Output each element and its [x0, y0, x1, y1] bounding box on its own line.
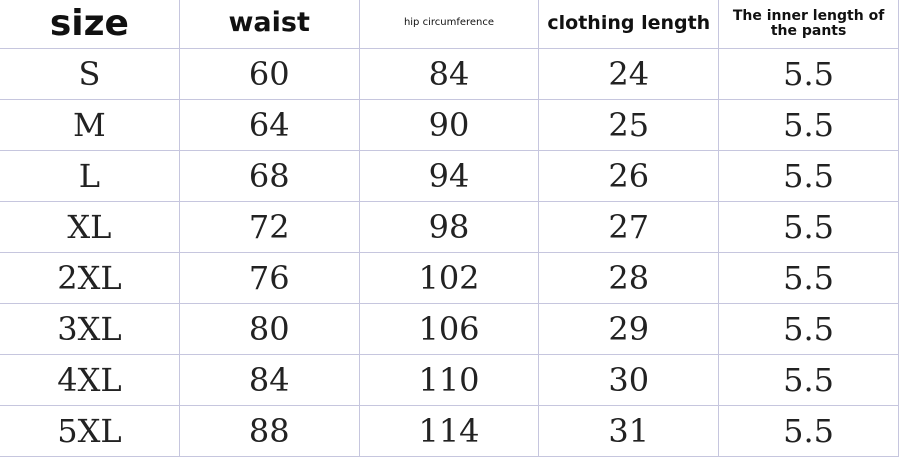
table-cell: 5.5 [718, 405, 899, 457]
header-hip: hip circumference [358, 0, 540, 49]
table-cell: 5.5 [718, 150, 899, 202]
table-cell: 28 [538, 252, 720, 304]
table-cell: 26 [538, 150, 720, 202]
header-size: size [0, 0, 180, 49]
table-cell: 60 [178, 48, 360, 100]
table-cell: 3XL [0, 303, 180, 355]
table-row: S 60 84 24 5.5 [0, 48, 899, 100]
table-row: M 64 90 25 5.5 [0, 99, 899, 151]
table-cell: 29 [538, 303, 720, 355]
table-cell: 5.5 [718, 48, 899, 100]
table-cell: 76 [178, 252, 360, 304]
header-row: size waist hip circumference clothing le… [0, 0, 899, 49]
table-cell: 5.5 [718, 354, 899, 406]
table-cell: 4XL [0, 354, 180, 406]
table-cell: 25 [538, 99, 720, 151]
table-cell: 5.5 [718, 201, 899, 253]
table-cell: 98 [358, 201, 540, 253]
table-cell: 5XL [0, 405, 180, 457]
table-cell: 88 [178, 405, 360, 457]
table-cell: 102 [358, 252, 540, 304]
header-inner-length: The inner length of the pants [718, 0, 899, 49]
table-cell: 2XL [0, 252, 180, 304]
table-cell: 94 [358, 150, 540, 202]
table-row: XL 72 98 27 5.5 [0, 201, 899, 253]
table-row: L 68 94 26 5.5 [0, 150, 899, 202]
table-cell: 5.5 [718, 303, 899, 355]
table-cell: 5.5 [718, 252, 899, 304]
table-row: 4XL 84 110 30 5.5 [0, 354, 899, 406]
table-cell: 27 [538, 201, 720, 253]
table-cell: M [0, 99, 180, 151]
table-cell: 114 [358, 405, 540, 457]
header-clothing-length: clothing length [538, 0, 720, 49]
table-cell: 68 [178, 150, 360, 202]
header-waist: waist [178, 0, 360, 49]
table-cell: 30 [538, 354, 720, 406]
table-row: 5XL 88 114 31 5.5 [0, 405, 899, 457]
table-cell: S [0, 48, 180, 100]
table-cell: L [0, 150, 180, 202]
table-cell: 24 [538, 48, 720, 100]
table-cell: 84 [178, 354, 360, 406]
table-cell: 31 [538, 405, 720, 457]
table-cell: 80 [178, 303, 360, 355]
table-cell: 106 [358, 303, 540, 355]
table-cell: 84 [358, 48, 540, 100]
table-cell: XL [0, 201, 180, 253]
table-row: 3XL 80 106 29 5.5 [0, 303, 899, 355]
table-cell: 5.5 [718, 99, 899, 151]
table-row: 2XL 76 102 28 5.5 [0, 252, 899, 304]
table-cell: 64 [178, 99, 360, 151]
table-cell: 110 [358, 354, 540, 406]
table-cell: 72 [178, 201, 360, 253]
table-cell: 90 [358, 99, 540, 151]
